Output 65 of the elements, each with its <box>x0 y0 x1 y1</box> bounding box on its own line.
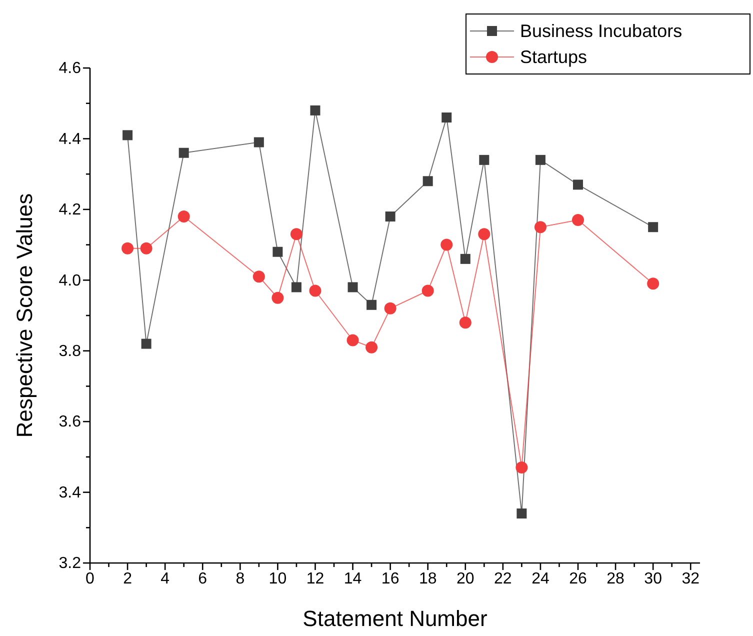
y-tick-label: 4.4 <box>58 130 82 148</box>
x-tick-label: 4 <box>160 570 170 588</box>
point <box>140 242 152 254</box>
x-tick-label: 22 <box>494 570 512 588</box>
point <box>291 282 302 292</box>
point <box>647 278 660 290</box>
x-tick-label: 16 <box>381 570 400 588</box>
point <box>384 302 396 314</box>
point <box>366 300 377 310</box>
point <box>122 130 133 140</box>
point <box>178 148 189 158</box>
x-tick-label: 28 <box>606 570 625 588</box>
point <box>254 137 264 148</box>
point <box>309 284 322 297</box>
x-tick-label: 6 <box>198 570 208 588</box>
y-axis-title: Respective Score Values <box>12 193 37 438</box>
point <box>422 284 434 297</box>
x-axis-title: Statement Number <box>302 606 488 631</box>
x-tick-label: 14 <box>344 570 362 588</box>
point <box>479 154 490 165</box>
x-tick-label: 0 <box>86 570 95 588</box>
x-tick-label: 12 <box>306 570 324 588</box>
point <box>535 154 546 165</box>
y-tick-label: 3.4 <box>58 484 82 502</box>
y-tick-label: 3.8 <box>58 342 82 360</box>
point <box>122 242 134 254</box>
point <box>290 228 302 240</box>
point <box>648 222 658 232</box>
point <box>459 316 472 329</box>
point <box>440 238 453 251</box>
point <box>442 112 452 122</box>
y-tick-label: 4.2 <box>58 202 82 219</box>
point <box>272 292 284 304</box>
x-tick-label: 8 <box>236 570 245 588</box>
point <box>422 176 433 186</box>
point <box>141 338 152 349</box>
point <box>572 214 584 226</box>
point <box>252 270 265 283</box>
point <box>516 508 527 518</box>
point <box>366 341 378 354</box>
point <box>385 212 396 222</box>
point <box>178 210 190 222</box>
x-tick-label: 32 <box>682 570 700 588</box>
y-tick-label: 3.6 <box>58 414 82 431</box>
point <box>346 334 359 346</box>
x-tick-label: 20 <box>456 570 474 588</box>
x-tick-label: 24 <box>532 570 550 588</box>
y-tick-label: 4.0 <box>58 272 82 290</box>
x-tick-label: 2 <box>123 570 132 588</box>
x-tick-label: 10 <box>268 570 287 588</box>
point <box>272 246 283 257</box>
legend-label: Startups <box>520 47 588 67</box>
point <box>573 180 583 190</box>
point <box>310 105 320 116</box>
x-tick-label: 30 <box>644 570 662 588</box>
point <box>348 282 358 292</box>
point <box>478 228 490 240</box>
point <box>460 254 470 264</box>
x-tick-label: 18 <box>418 570 437 588</box>
y-tick-label: 3.2 <box>58 555 82 572</box>
x-tick-label: 26 <box>569 570 587 588</box>
y-tick-label: 4.6 <box>58 60 82 78</box>
legend-label: Business Incubators <box>520 21 682 41</box>
point <box>516 462 528 474</box>
point <box>534 221 546 234</box>
